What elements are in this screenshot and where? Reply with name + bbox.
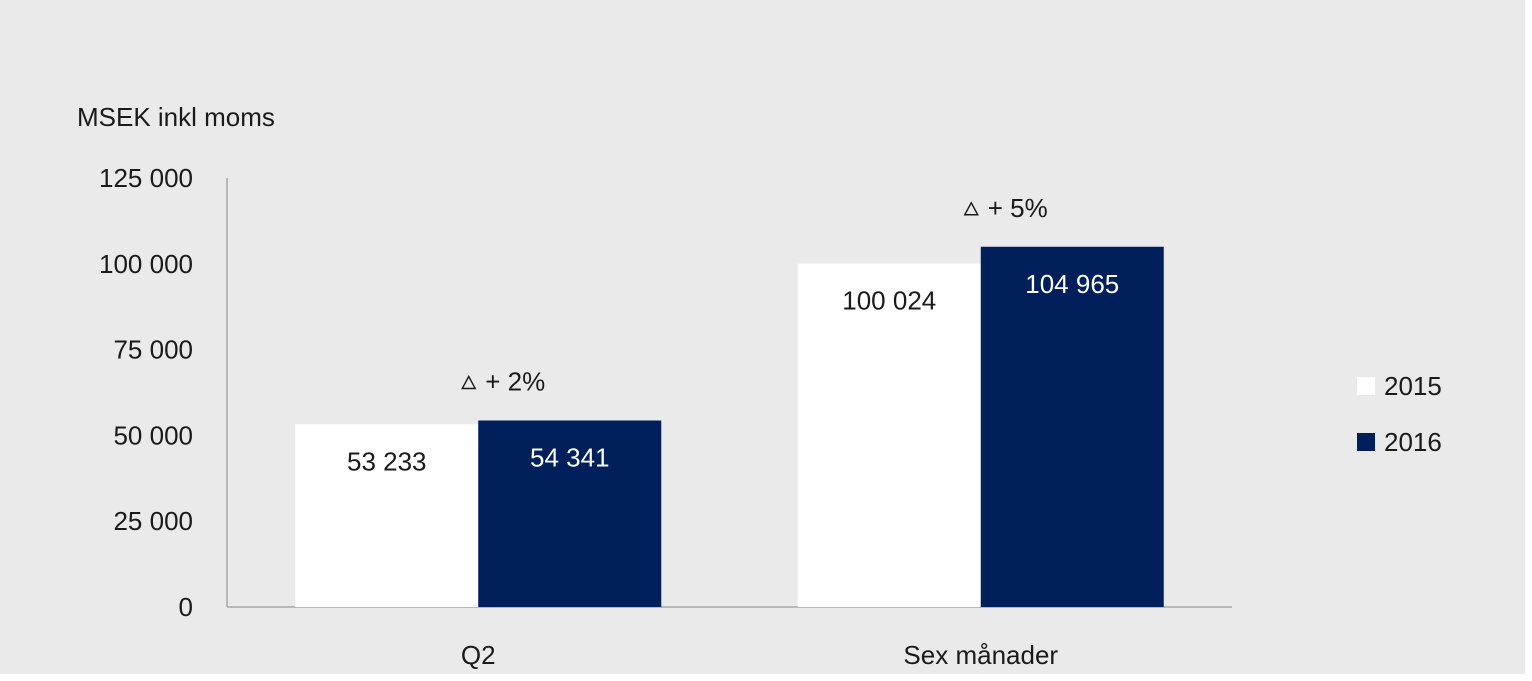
y-axis-ticks: 0 25 000 50 000 75 000 100 000 125 000	[99, 163, 193, 622]
bar-2015-1	[797, 263, 981, 607]
change-annotations: + 2% + 5%	[461, 193, 1048, 397]
data-label: 54 341	[530, 443, 610, 473]
y-tick-label: 50 000	[113, 420, 193, 450]
legend-label: 2015	[1384, 371, 1442, 401]
x-tick-label: Sex månader	[903, 640, 1058, 670]
legend-swatch-2015	[1357, 377, 1375, 395]
y-tick-label: 125 000	[99, 163, 193, 193]
change-annotation: + 2%	[485, 367, 545, 397]
bar-2016-0	[478, 420, 662, 607]
legend-label: 2016	[1384, 427, 1442, 457]
y-tick-label: 25 000	[113, 506, 193, 536]
data-label: 53 233	[347, 446, 427, 476]
y-tick-label: 75 000	[113, 335, 193, 365]
x-tick-label: Q2	[461, 640, 496, 670]
triangle-delta-icon	[461, 375, 477, 390]
triangle-delta-icon	[963, 201, 979, 216]
y-axis-label: MSEK inkl moms	[77, 102, 275, 132]
y-tick-label: 100 000	[99, 249, 193, 279]
legend-swatch-2016	[1357, 433, 1375, 451]
bar-2016-1	[980, 246, 1164, 607]
x-axis-labels: Q2 Sex månader	[461, 640, 1058, 670]
change-annotation: + 5%	[988, 193, 1048, 223]
data-label: 100 024	[842, 286, 936, 316]
bar-2015-0	[295, 424, 479, 607]
bars-group: 53 233 54 341 100 024 104 965	[295, 246, 1164, 607]
data-label: 104 965	[1025, 269, 1119, 299]
y-tick-label: 0	[179, 592, 193, 622]
legend: 2015 2016	[1357, 371, 1442, 457]
